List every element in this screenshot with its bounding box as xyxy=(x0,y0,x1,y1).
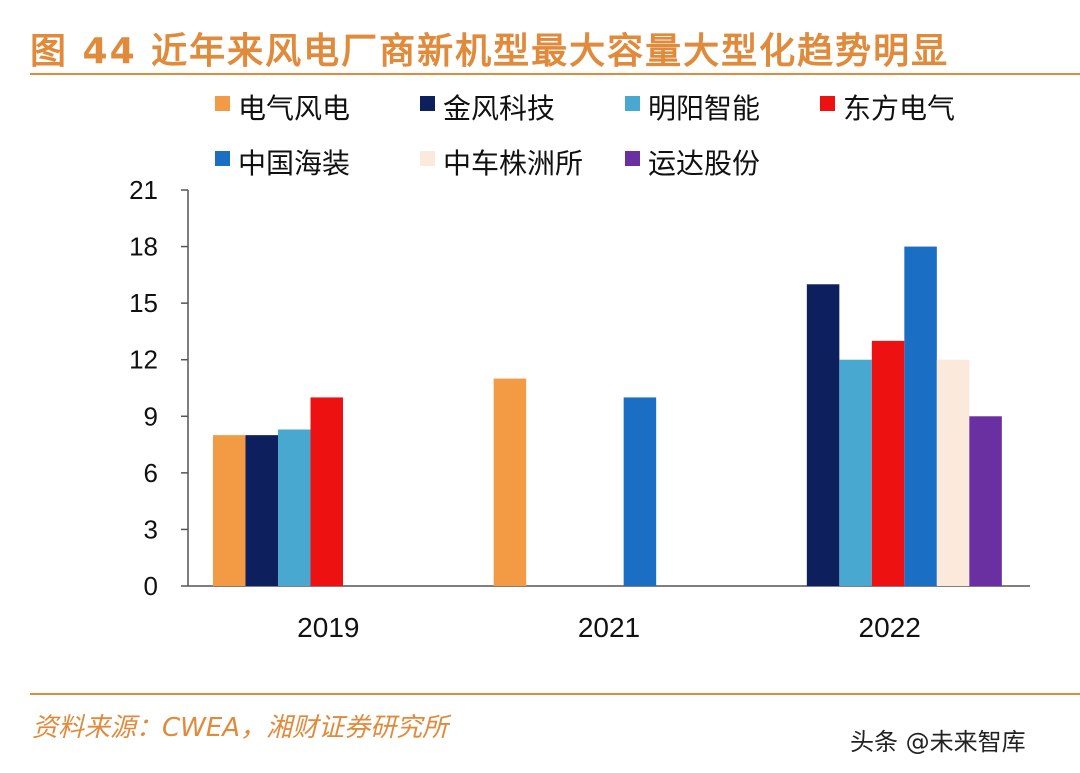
legend-swatch-4 xyxy=(820,96,835,111)
y-tick-label: 6 xyxy=(144,458,158,488)
bar-2019-4 xyxy=(310,397,343,586)
legend-label-6: 中车株洲所 xyxy=(443,147,583,180)
y-tick-label: 0 xyxy=(144,571,158,601)
y-tick-label: 21 xyxy=(129,175,158,205)
y-tick-label: 12 xyxy=(129,345,158,375)
bar-2021-5 xyxy=(623,397,657,586)
legend-label-3: 明阳智能 xyxy=(648,92,760,125)
bar-2019-2 xyxy=(245,435,278,586)
legend-label-5: 中国海装 xyxy=(238,147,350,180)
bar-2019-3 xyxy=(278,429,311,586)
footer-rule xyxy=(30,693,1080,695)
x-category-label-2019: 2019 xyxy=(297,612,359,643)
y-tick-label: 3 xyxy=(144,514,158,544)
bar-2021-1 xyxy=(493,378,527,586)
x-category-label-2021: 2021 xyxy=(578,612,640,643)
legend-label-7: 运达股份 xyxy=(648,147,760,180)
legend-swatch-5 xyxy=(215,151,230,166)
legend-label-1: 电气风电 xyxy=(238,92,350,125)
legend-swatch-2 xyxy=(420,96,435,111)
bar-2022-6 xyxy=(936,359,970,586)
bar-2022-5 xyxy=(904,246,937,587)
watermark: 头条 @未来智库 xyxy=(850,728,1026,756)
bar-2019-1 xyxy=(213,435,246,586)
title-underline xyxy=(30,73,1080,75)
chart-title: 图 44 近年来风电厂商新机型最大容量大型化趋势明显 xyxy=(30,31,950,72)
legend-swatch-6 xyxy=(420,151,435,166)
y-tick-label: 9 xyxy=(144,401,158,431)
y-tick-label: 18 xyxy=(129,232,158,262)
bar-2022-3 xyxy=(839,359,872,586)
x-category-label-2022: 2022 xyxy=(859,612,921,643)
source-note: 资料来源：CWEA，湘财证券研究所 xyxy=(32,713,449,743)
legend-swatch-7 xyxy=(625,151,640,166)
bar-2022-4 xyxy=(871,340,905,586)
legend-label-4: 东方电气 xyxy=(843,92,955,125)
bar-2022-2 xyxy=(806,284,840,586)
bar-2022-7 xyxy=(969,416,1002,586)
legend-swatch-3 xyxy=(625,96,640,111)
y-tick-label: 15 xyxy=(129,288,158,318)
legend-label-2: 金风科技 xyxy=(443,92,555,125)
legend-swatch-1 xyxy=(215,96,230,111)
